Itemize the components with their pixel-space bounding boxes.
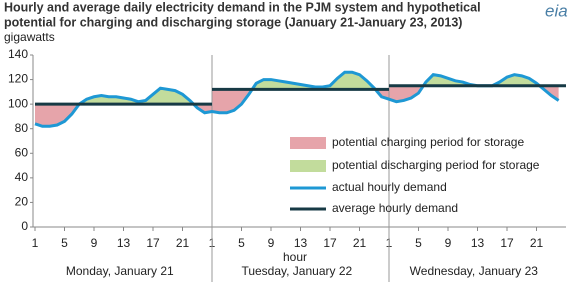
logo: eia [545,1,568,20]
y-tick-label: 80 [15,121,29,135]
day-label: Wednesday, January 23 [410,264,539,278]
x-tick-label: 9 [91,236,98,250]
charge-area [35,104,212,127]
y-tick-label: 40 [15,170,29,184]
x-tick-label: 17 [500,236,514,250]
x-tick-label: 21 [353,236,367,250]
y-tick-label: 140 [8,47,28,61]
y-axis-label: gigawatts [4,30,55,44]
legend-swatch [290,160,326,172]
day-label: Monday, January 21 [66,264,174,278]
x-tick-label: 21 [176,236,190,250]
legend-label: potential charging period for storage [332,135,524,149]
x-tick-label: 17 [146,236,160,250]
day-label: Tuesday, January 22 [241,264,352,278]
x-tick-label: 17 [323,236,337,250]
x-tick-label: 5 [61,236,68,250]
discharge-area [79,88,194,105]
y-tick-label: 100 [8,96,28,110]
x-axis-label: hour [283,250,307,264]
x-tick-label: 5 [415,236,422,250]
chart-title: potential for charging and discharging s… [4,15,462,29]
charge-area [389,85,559,102]
x-tick-label: 13 [294,236,308,250]
x-tick-label: 5 [238,236,245,250]
x-tick-label: 21 [530,236,544,250]
y-tick-label: 60 [15,145,29,159]
legend-label: average hourly demand [332,201,458,215]
x-tick-label: 9 [445,236,452,250]
legend-swatch [290,137,326,149]
y-tick-label: 0 [21,219,28,233]
x-tick-label: 13 [117,236,131,250]
chart-title: Hourly and average daily electricity dem… [4,0,481,14]
x-tick-label: 13 [471,236,485,250]
legend-label: actual hourly demand [332,180,447,194]
x-tick-label: 9 [268,236,275,250]
x-tick-label: 1 [32,236,39,250]
y-tick-label: 20 [15,195,29,209]
legend-label: potential discharging period for storage [332,158,540,172]
y-tick-label: 120 [8,72,28,86]
